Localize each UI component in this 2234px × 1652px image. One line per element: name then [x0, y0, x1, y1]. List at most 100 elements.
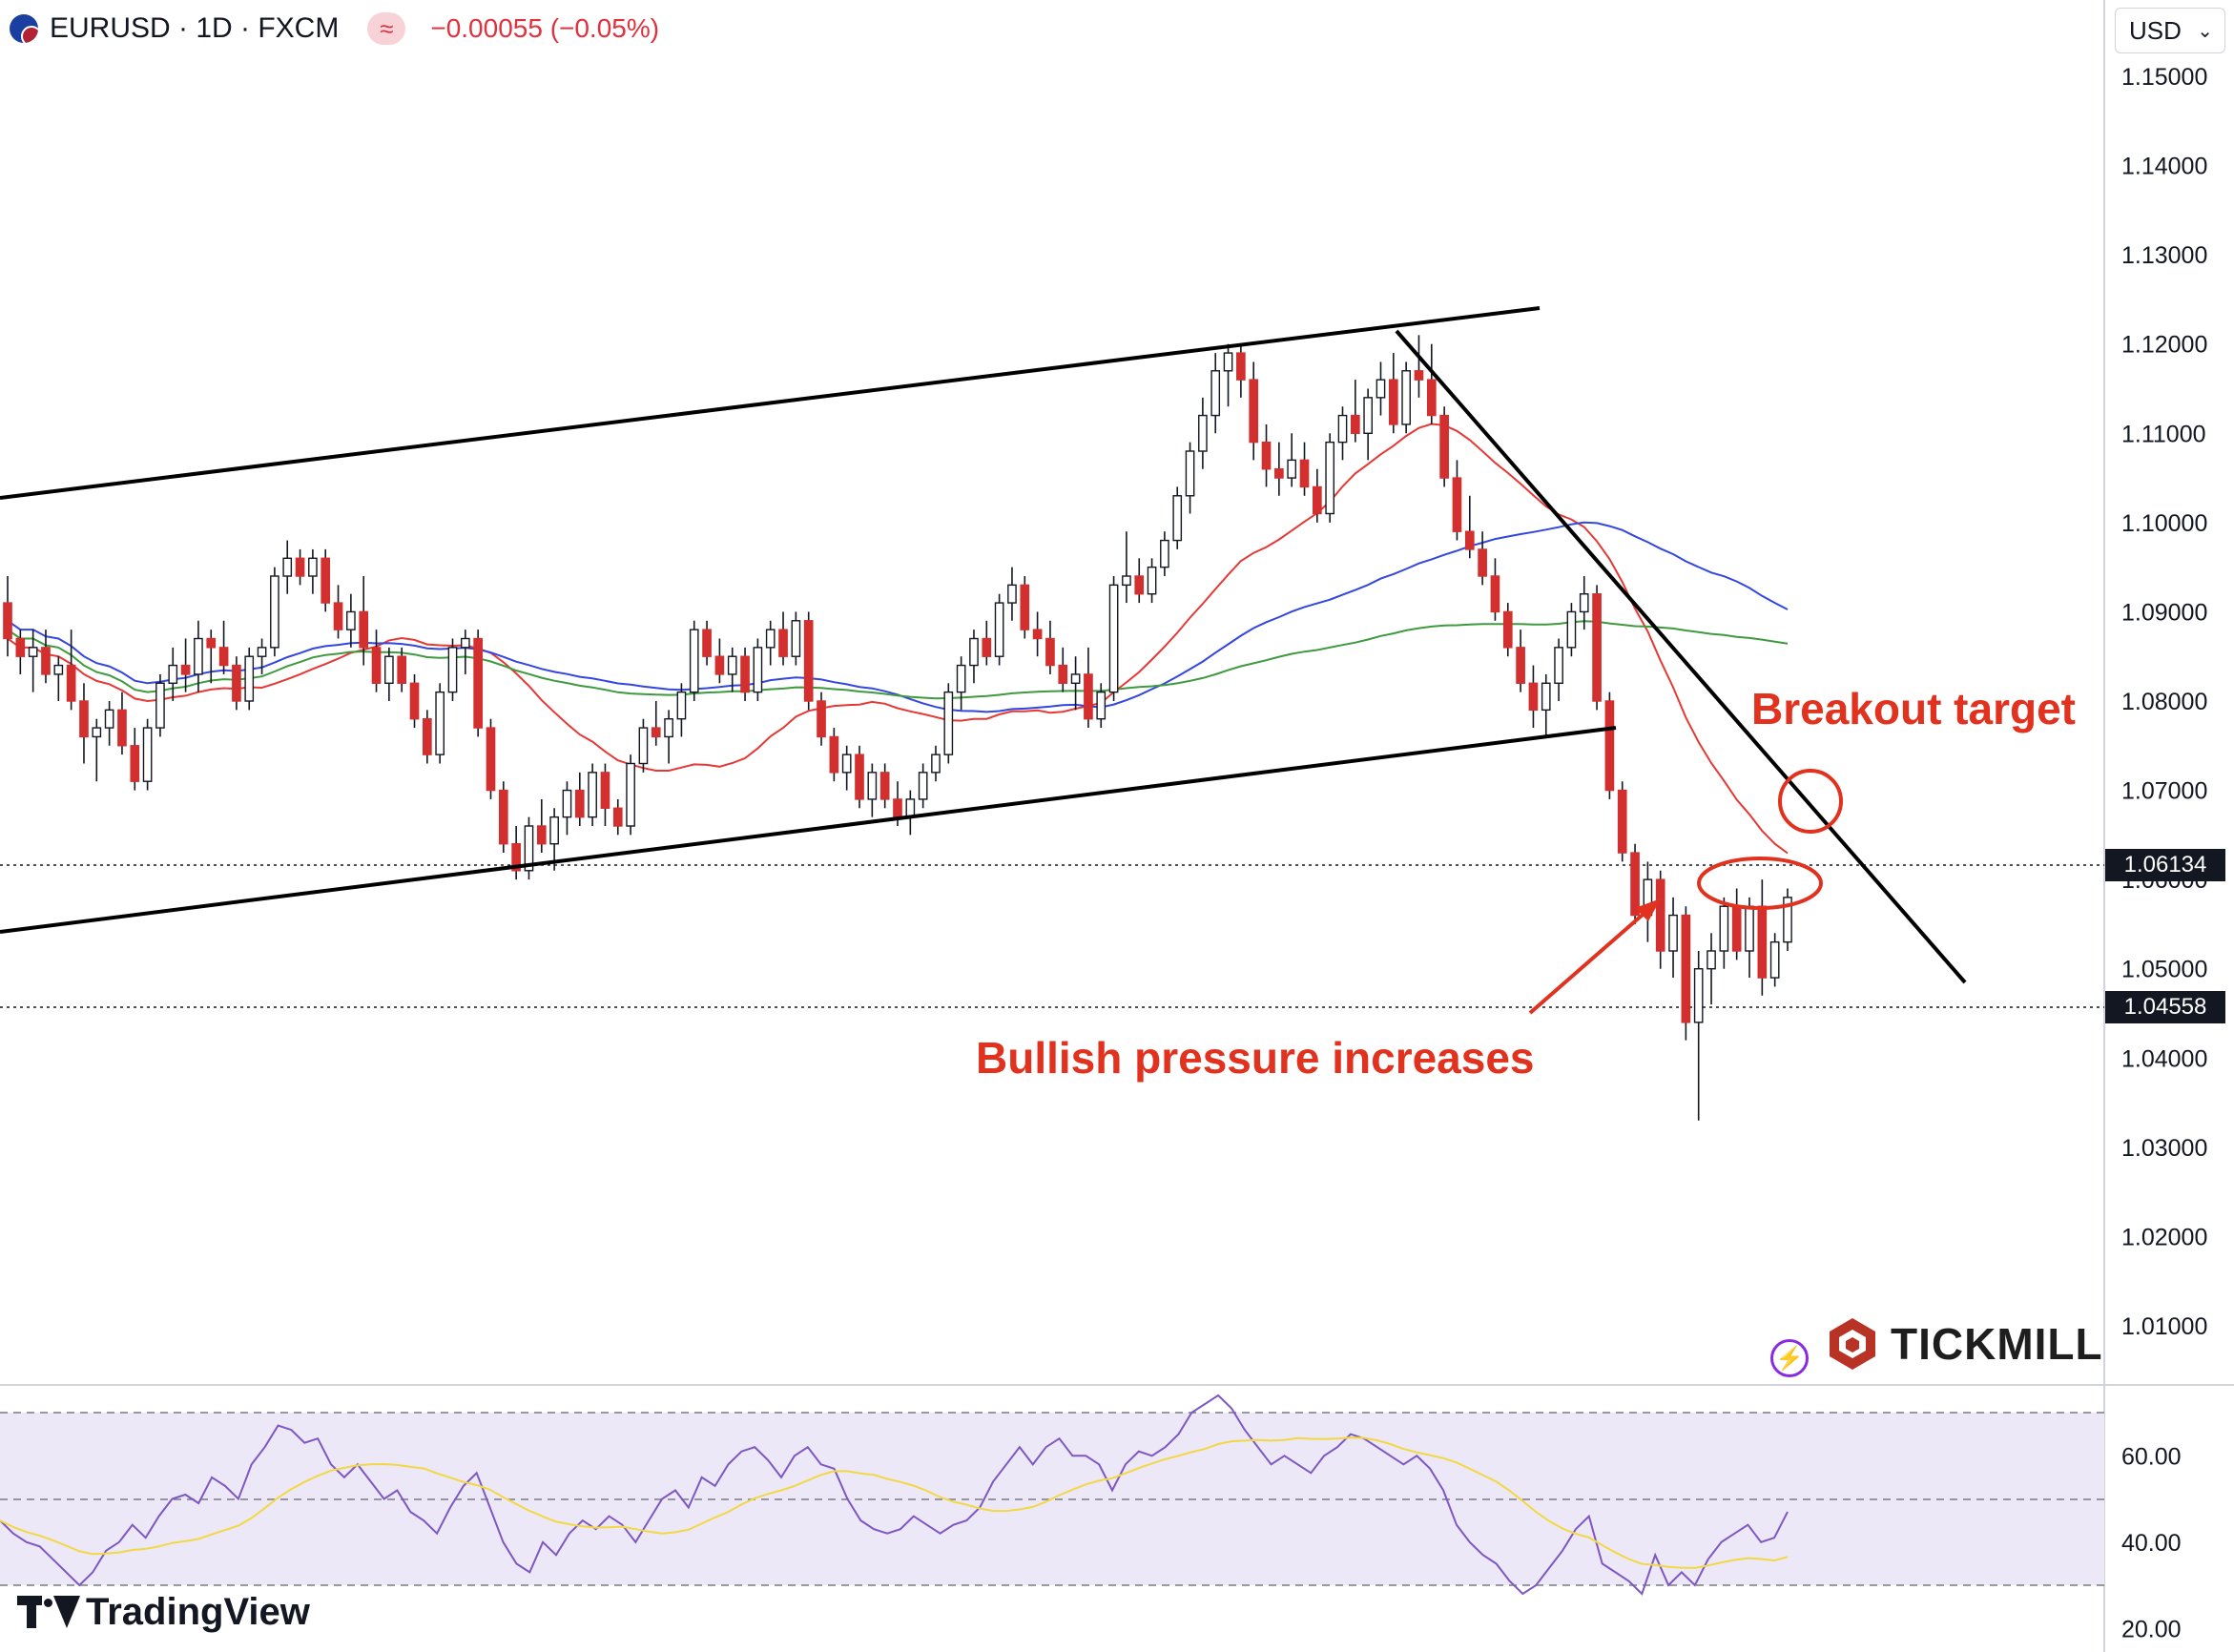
candle	[1223, 343, 1233, 407]
candle	[791, 611, 801, 666]
chevron-down-icon: ⌄	[2197, 20, 2213, 42]
candle	[257, 638, 267, 674]
tradingview-logo[interactable]: TradingView	[17, 1591, 310, 1634]
price-pane[interactable]	[0, 0, 2104, 1385]
moving-averages	[7, 423, 1789, 855]
channel-lower-line[interactable]	[0, 726, 1617, 934]
descending-trendline[interactable]	[1395, 329, 1967, 984]
candle	[486, 718, 496, 799]
resistance-ellipse[interactable]	[1697, 857, 1823, 910]
candle	[1261, 423, 1272, 487]
candle	[1198, 397, 1208, 469]
candle	[1426, 343, 1437, 424]
candle	[1693, 951, 1704, 1121]
candle	[803, 611, 814, 711]
candle	[982, 620, 992, 666]
rsi-ma-line	[0, 1436, 1789, 1569]
candle	[1528, 665, 1539, 729]
tickmill-mark-icon	[1830, 1318, 1875, 1370]
candle	[536, 798, 547, 854]
symbol-line[interactable]: EURUSD · 1D · FXCM	[50, 12, 340, 44]
candle	[1350, 380, 1360, 443]
candle	[918, 763, 928, 809]
candle	[1376, 361, 1386, 416]
candle	[1160, 531, 1169, 576]
tradingview-wordmark: TradingView	[86, 1591, 310, 1633]
currency-value: USD	[2129, 15, 2182, 45]
price-tag-upper: 1.06134	[2105, 849, 2225, 881]
candle	[1707, 933, 1716, 1005]
candle	[142, 718, 153, 791]
candle	[1147, 558, 1157, 604]
price-axis-label: 1.04000	[2121, 1045, 2207, 1072]
candle	[117, 692, 127, 755]
approx-icon: ≈	[367, 12, 406, 45]
candle	[321, 548, 331, 612]
candle	[333, 585, 343, 639]
candle	[1058, 647, 1068, 692]
annotation-arrow-head	[1635, 898, 1661, 921]
candle	[753, 638, 763, 701]
annotation-arrow-shaft[interactable]	[1528, 906, 1652, 1015]
price-axis-label: 1.09000	[2121, 599, 2207, 626]
price-axis-label: 1.03000	[2121, 1135, 2207, 1162]
breakout-target-circle[interactable]	[1778, 769, 1843, 834]
tickmill-logo: TICKMILL	[1828, 1316, 2103, 1372]
candle	[1769, 933, 1780, 987]
candle	[651, 701, 661, 746]
candle	[1414, 335, 1424, 398]
candle	[1439, 406, 1449, 487]
currency-select[interactable]: USD ⌄	[2115, 8, 2225, 53]
candle	[574, 772, 585, 826]
candle	[740, 647, 750, 701]
candle	[218, 620, 229, 674]
candle	[841, 745, 852, 791]
candle	[1084, 647, 1093, 729]
candle	[168, 647, 178, 701]
ma-green-line	[7, 620, 1789, 700]
candle	[308, 548, 318, 594]
candle	[1464, 495, 1475, 559]
candle	[1287, 433, 1297, 487]
price-axis[interactable]: 1.15000 1.14000 1.13000 1.12000 1.11000 1.100…	[2121, 64, 2207, 1340]
candle	[1007, 567, 1017, 621]
candle	[295, 548, 305, 586]
breakout-target-label[interactable]: Breakout target	[1751, 684, 2076, 733]
candle	[28, 630, 38, 692]
candle	[664, 710, 673, 764]
lightning-icon[interactable]: ⚡	[1770, 1339, 1809, 1377]
candle	[612, 798, 623, 836]
price-axis-label: 1.12000	[2121, 332, 2207, 359]
candle	[1655, 870, 1665, 969]
candle	[92, 718, 102, 782]
price-axis-label: 1.13000	[2121, 242, 2207, 269]
price-axis-label: 1.14000	[2121, 154, 2207, 180]
tickmill-wordmark: TICKMILL	[1891, 1319, 2103, 1369]
candle	[1337, 406, 1348, 461]
channel-upper-line[interactable]	[0, 306, 1541, 500]
price-axis-label: 1.07000	[2121, 778, 2207, 805]
candle	[511, 826, 521, 880]
price-axis-label: 1.10000	[2121, 510, 2207, 537]
candle	[498, 781, 508, 854]
candle	[1592, 585, 1602, 711]
candle	[371, 630, 382, 692]
candles	[3, 335, 1792, 1121]
price-change: −0.00055 (−0.05%)	[430, 13, 660, 43]
candle	[524, 816, 534, 880]
candle	[714, 638, 725, 684]
bullish-pressure-label[interactable]: Bullish pressure increases	[976, 1033, 1535, 1083]
candle	[1388, 353, 1398, 434]
candle	[1630, 843, 1640, 924]
candle	[15, 630, 26, 674]
candle	[600, 763, 610, 826]
candle	[409, 673, 420, 729]
candle	[41, 630, 51, 684]
symbol-header[interactable]: EURUSD · 1D · FXCM ≈ −0.00055 (−0.05%)	[10, 8, 659, 50]
candle	[435, 683, 445, 764]
price-axis-label: 1.05000	[2121, 957, 2207, 983]
candle	[1045, 620, 1055, 674]
candle	[727, 647, 737, 692]
price-axis-label: 1.08000	[2121, 689, 2207, 715]
